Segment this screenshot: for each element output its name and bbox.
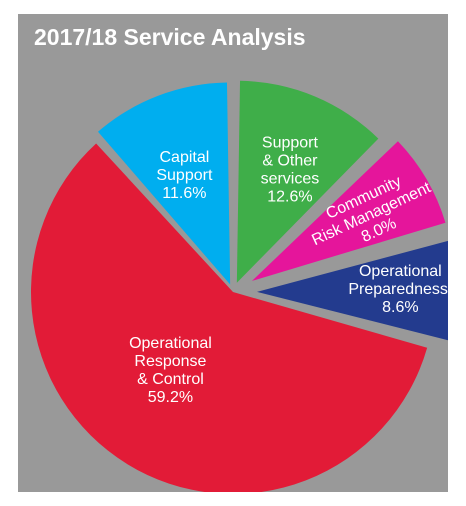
slice-name-label: Capital <box>159 149 209 166</box>
pie-slice <box>257 240 448 341</box>
slice-label: Capital Support 11.6% <box>156 149 213 202</box>
slice-value-label: 11.6% <box>162 185 206 202</box>
slice-value-label: 12.6% <box>267 188 312 205</box>
slice-name-label: Preparedness, <box>348 281 448 298</box>
slice-name-label: Operational <box>359 263 442 280</box>
slice-name-label: Support <box>156 167 213 184</box>
slice-name-label: Support <box>262 134 319 151</box>
slice-name-label: services <box>261 170 320 187</box>
slice-name-label: & Control <box>137 371 204 388</box>
chart-title: 2017/18 Service Analysis <box>34 24 306 50</box>
slice-value-label: 8.6% <box>382 299 418 316</box>
pie-slice <box>97 82 231 285</box>
pie-chart: Support & Other services 12.6% CommunityRisk… <box>31 80 448 492</box>
chart-panel: 2017/18 Service Analysis Support & Other s… <box>18 14 448 492</box>
slice-label: Operational Preparedness, 8.6% <box>348 263 448 316</box>
pie-slice <box>236 80 379 283</box>
pie-slice <box>252 141 446 281</box>
slice-name-label: Response <box>134 353 206 370</box>
slice-label: Support & Other services 12.6% <box>261 134 320 205</box>
pie-slice <box>31 143 428 492</box>
slice-label: Operational Response & Control 59.2% <box>129 335 212 406</box>
slice-name-label: & Other <box>262 152 318 169</box>
slice-name-label: Operational <box>129 335 212 352</box>
slice-value-label: 59.2% <box>148 389 193 406</box>
